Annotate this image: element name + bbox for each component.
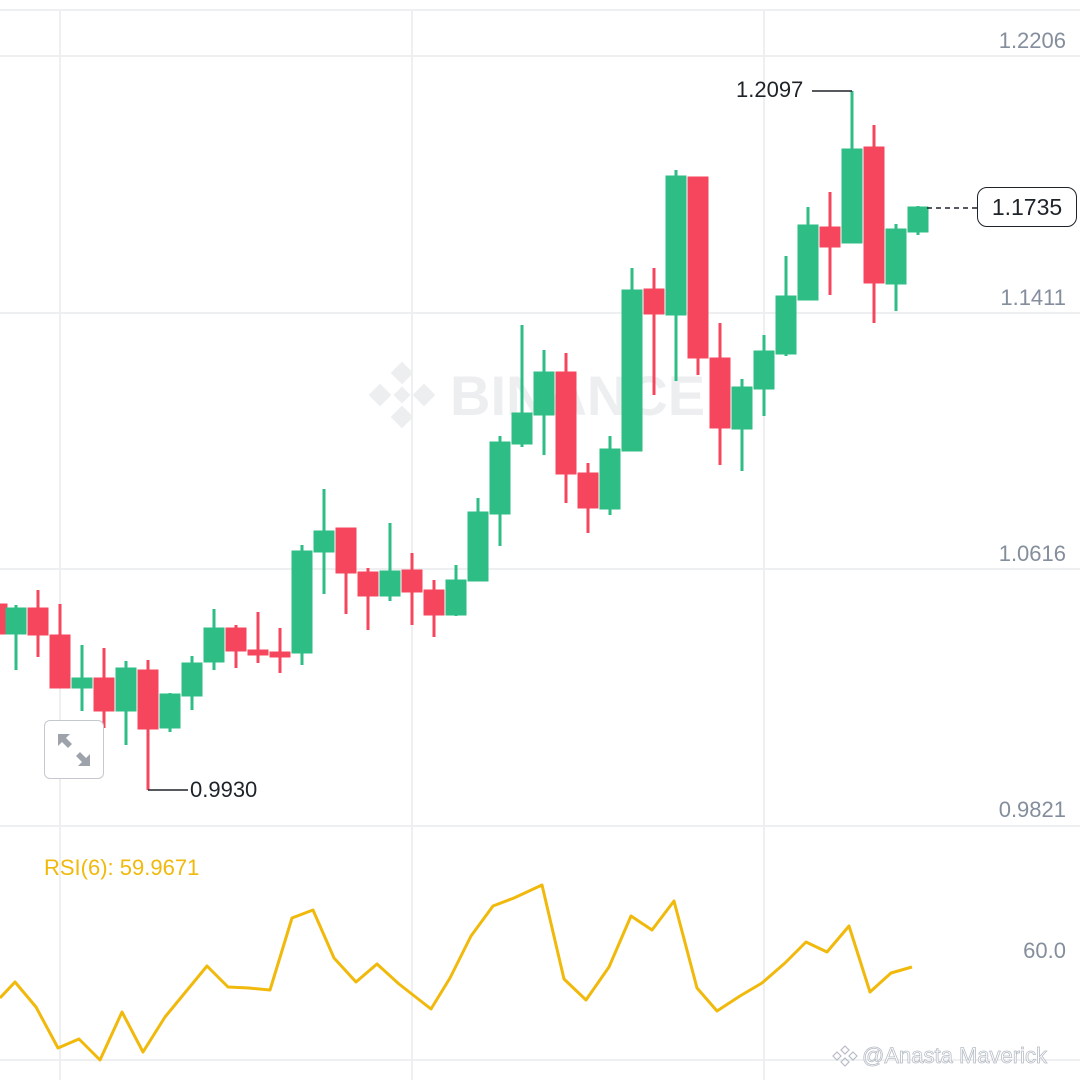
expand-arrows-icon [58, 733, 90, 766]
author-credit: @Anasta Maverick [832, 1043, 1047, 1069]
candles [0, 91, 929, 790]
grid [0, 9, 1080, 1080]
price-tick-3: 1.0616 [998, 541, 1066, 566]
author-credit-text: @Anasta Maverick [862, 1043, 1048, 1069]
rsi-indicator-label: RSI(6): 59.9671 [44, 855, 200, 880]
low-price-label: 0.9930 [190, 777, 258, 802]
price-tick-1: 1.2206 [998, 28, 1066, 53]
watermark-text: BINANCE [450, 364, 705, 427]
current-price-tag: 1.1735 [977, 187, 1077, 227]
price-tick-2: 1.1411 [1000, 285, 1066, 310]
high-price-label: 1.2097 [736, 77, 804, 102]
rsi-line [0, 883, 913, 1062]
price-tick-4: 0.9821 [998, 797, 1066, 822]
current-price-value: 1.1735 [991, 193, 1063, 220]
binance-square-icon [832, 1045, 858, 1067]
rsi-tick-60: 60.0 [1023, 938, 1066, 963]
binance-logo-icon [368, 361, 436, 429]
fullscreen-expand-button[interactable] [44, 720, 104, 779]
